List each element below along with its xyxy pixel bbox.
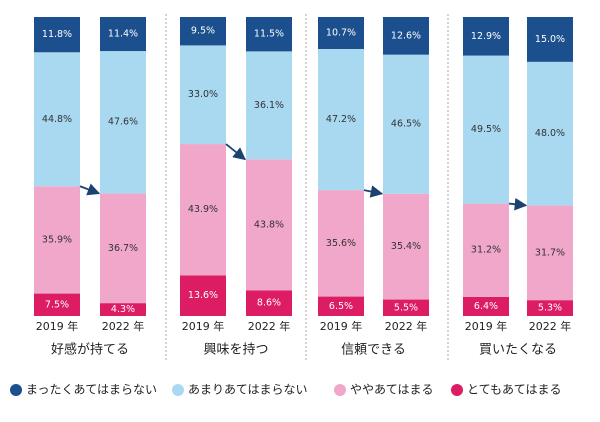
bar-segment [246, 51, 292, 160]
bar-segment [180, 144, 226, 276]
value-label: 48.0% [535, 128, 565, 139]
bar-segment [34, 52, 80, 187]
value-label: 5.3% [538, 303, 562, 314]
x-tick-label: 2019 年 [320, 319, 363, 333]
value-label: 12.6% [391, 30, 421, 41]
value-label: 46.5% [391, 119, 421, 130]
value-label: 44.8% [42, 114, 72, 125]
bar-segment [527, 205, 573, 301]
trend-arrow [79, 183, 101, 196]
value-label: 11.8% [42, 29, 72, 40]
bar-segment [100, 303, 146, 316]
x-tick-label: 2019 年 [36, 319, 79, 333]
value-label: 9.5% [191, 26, 215, 37]
value-label: 6.5% [329, 301, 353, 312]
value-label: 10.7% [326, 27, 356, 38]
legend-swatch [334, 384, 346, 396]
x-tick-label: 2022 年 [385, 319, 428, 333]
bar-segment [463, 296, 509, 316]
legend-label: あまりあてはまらない [188, 383, 308, 397]
bar-segment [34, 186, 80, 294]
bar-segment [463, 17, 509, 56]
bar-segment [463, 203, 509, 297]
x-tick-label: 2022 年 [529, 319, 572, 333]
value-label: 35.9% [42, 234, 72, 245]
bar-segment [246, 159, 292, 291]
bar-segment [34, 17, 80, 53]
group-label: 買いたくなる [479, 343, 557, 358]
bar-segment [318, 17, 364, 49]
bar-segment [100, 51, 146, 194]
value-label: 43.9% [188, 204, 218, 215]
value-label: 36.1% [254, 100, 284, 111]
value-label: 47.2% [326, 114, 356, 125]
value-label: 33.0% [188, 89, 218, 100]
x-tick-label: 2019 年 [182, 319, 225, 333]
value-label: 31.7% [535, 247, 565, 258]
legend-swatch [172, 384, 184, 396]
bar-segment [318, 296, 364, 316]
x-tick-label: 2022 年 [248, 319, 291, 333]
value-label: 4.3% [111, 304, 135, 315]
x-tick-label: 2019 年 [465, 319, 508, 333]
bar-segment [246, 290, 292, 316]
x-tick-label: 2022 年 [102, 319, 145, 333]
bar-segment [180, 17, 226, 46]
value-label: 6.4% [474, 301, 498, 312]
value-label: 35.6% [326, 238, 356, 249]
bar-segment [527, 61, 573, 206]
group-label: 好感が持てる [51, 342, 129, 358]
bar-segment [527, 17, 573, 62]
bar-segment [527, 300, 573, 316]
trend-arrow [363, 185, 384, 198]
legend-label: ややあてはまる [350, 383, 434, 397]
bar-segment [383, 193, 429, 300]
value-label: 15.0% [535, 34, 565, 45]
bar-segment [383, 17, 429, 55]
legend-label: とてもあてはまる [467, 383, 562, 397]
bar-segment [100, 17, 146, 52]
value-label: 36.7% [108, 243, 138, 254]
bar-segment [318, 190, 364, 297]
bar-segment [100, 193, 146, 304]
bar-segment [180, 275, 226, 316]
value-label: 35.4% [391, 241, 421, 252]
value-label: 43.8% [254, 219, 284, 230]
bar-segment [383, 299, 429, 316]
value-label: 12.9% [471, 31, 501, 42]
value-label: 13.6% [188, 290, 218, 301]
legend-label: まったくあてはまらない [26, 383, 157, 397]
value-label: 8.6% [257, 298, 281, 309]
bar-segment [383, 54, 429, 194]
bar-segment [463, 55, 509, 204]
value-label: 11.5% [254, 29, 284, 40]
bar-segment [246, 17, 292, 52]
value-label: 11.4% [108, 29, 138, 40]
group-label: 信頼できる [341, 343, 406, 358]
trend-arrow [508, 197, 528, 211]
bar-segment [34, 293, 80, 316]
value-label: 31.2% [471, 245, 501, 256]
value-label: 7.5% [45, 299, 69, 310]
legend-swatch [451, 384, 463, 396]
legend-swatch [10, 384, 22, 396]
trend-arrow [225, 143, 246, 161]
bar-segment [318, 48, 364, 191]
bar-segment [180, 45, 226, 145]
value-label: 47.6% [108, 117, 138, 128]
value-label: 5.5% [394, 302, 418, 313]
group-label: 興味を持つ [203, 343, 268, 358]
value-label: 49.5% [471, 124, 501, 135]
